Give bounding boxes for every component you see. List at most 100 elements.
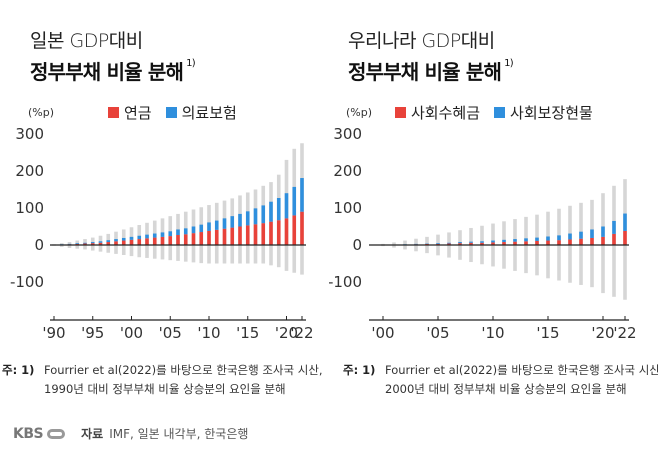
footnote-marker: 1): [504, 58, 513, 69]
footnote-line2: 2000년 대비 정부부채 비율 상승분의 요인을 분해: [385, 382, 627, 396]
footnote-marker: 1): [186, 58, 195, 69]
bar-series2: [269, 201, 273, 222]
bar-series1: [269, 221, 273, 245]
bar-series1: [568, 239, 572, 245]
bar-series2: [176, 229, 180, 236]
kbs-logo-icon: [47, 428, 66, 439]
bar-series1: [261, 223, 266, 245]
bar-series1: [469, 242, 473, 245]
bar-series2: [145, 234, 149, 239]
bar-series2: [152, 233, 157, 238]
x-tick-label: '05: [426, 324, 449, 342]
bar-series1: [590, 237, 594, 245]
legend-label: 연금: [124, 104, 152, 122]
bar-series2: [191, 226, 196, 234]
bar-series1: [98, 242, 103, 245]
footnote: 주: 1) Fourrier et al(2022)를 바탕으로 한국은행 조사국…: [343, 361, 658, 399]
y-tick-label: -100: [329, 273, 362, 291]
chart-title-line2: 정부부채 비율 분해 1): [348, 56, 514, 85]
legend-item-health: 의료보험: [165, 102, 237, 123]
bar-series1: [238, 226, 242, 245]
bar-series2: [90, 242, 95, 244]
bar-series1: [145, 238, 149, 245]
bar-series2: [129, 236, 134, 240]
bar-series1: [300, 211, 304, 245]
x-tick-label: '15: [236, 324, 259, 342]
japan-bar-chart: 300 200 100 0 -100 '90 '95 '00 '05 '10 '15 '20'22: [10, 125, 314, 342]
footer: KBS 자료 IMF, 일본 내각부, 한국은행: [13, 425, 248, 442]
bar-series2: [222, 218, 227, 229]
legend-swatch-blue: [494, 107, 506, 118]
bar-series2: [98, 241, 103, 243]
bar-series2: [276, 198, 281, 221]
footnote-label: 주: 1): [343, 363, 376, 377]
bar-series2: [300, 178, 304, 212]
legend-item-pension: 연금: [108, 102, 152, 123]
x-tick-label: '10: [481, 324, 504, 342]
legend-swatch-blue: [165, 107, 177, 118]
bar-series1: [284, 218, 289, 245]
bar-series2: [292, 186, 297, 216]
x-tick-label: '10: [197, 324, 220, 342]
y-tick-label: 100: [333, 199, 362, 217]
y-axis-unit: (%p): [28, 106, 55, 119]
footnote-line1: Fourrier et al(2022)를 바탕으로 한국은행 조사국 시산,: [44, 363, 323, 377]
bar-series2: [121, 237, 126, 241]
bar-series2: [199, 224, 204, 233]
bar-series1: [121, 240, 126, 245]
bar-series2: [502, 239, 506, 243]
bar-series1: [160, 236, 165, 245]
logo-text: KBS: [13, 425, 44, 442]
legend-item-in-kind: 사회보장현물: [494, 102, 593, 123]
chart-title-text: 정부부채 비율 분해: [30, 60, 184, 84]
bar-series2: [579, 231, 583, 239]
bar-series2: [168, 231, 173, 237]
bar-series2: [106, 240, 111, 243]
bar-series2: [469, 241, 473, 243]
bar-series2: [458, 242, 462, 244]
chart-title-line2: 정부부채 비율 분해 1): [30, 56, 196, 85]
x-tick-label: '95: [81, 324, 104, 342]
y-tick-label: 100: [15, 199, 44, 217]
chart-title-text: 정부부채 비율 분해: [348, 60, 502, 84]
bar-series2: [245, 211, 250, 226]
bar-series1: [129, 239, 134, 245]
legend-swatch-red: [395, 107, 406, 118]
bar-series2: [590, 229, 594, 238]
chart-title-line1: 우리나라 GDP대비: [348, 30, 495, 52]
x-tick-label: '22: [290, 324, 313, 342]
x-tick-label: '20: [591, 324, 614, 342]
bar-series2: [623, 213, 627, 231]
bar-series1: [579, 238, 583, 245]
y-tick-label: 0: [34, 236, 44, 254]
bar-series1: [152, 237, 157, 245]
bar-series1: [253, 224, 258, 245]
bar-series2: [253, 208, 258, 225]
legend-item-social-benefits: 사회수혜금: [395, 102, 480, 123]
x-tick-label: '15: [536, 324, 559, 342]
bar-series1: [168, 236, 173, 245]
legend-swatch-red: [108, 107, 119, 118]
bar-series1: [480, 242, 484, 245]
footnote-line2: 1990년 대비 정부부채 비율 상승분의 요인을 분해: [44, 382, 286, 396]
legend: 연금 의료보험: [108, 102, 251, 123]
bar-series1: [114, 241, 118, 245]
source-text: IMF, 일본 내각부, 한국은행: [109, 427, 249, 441]
bar-series2: [230, 216, 235, 228]
x-tick-label: '90: [42, 324, 65, 342]
bar-series2: [447, 242, 451, 244]
bar-series1: [191, 233, 196, 245]
y-tick-label: 0: [352, 236, 362, 254]
bar-series2: [183, 228, 188, 235]
bar-series1: [83, 243, 87, 245]
legend: 사회수혜금 사회보장현물: [395, 102, 607, 123]
bar-series2: [524, 238, 528, 242]
bar-series2: [137, 235, 142, 240]
y-tick-label: 300: [15, 125, 44, 143]
legend-label: 사회보장현물: [510, 104, 593, 122]
bar-series1: [292, 215, 297, 245]
bar-series2: [83, 242, 87, 244]
bar-series1: [491, 242, 495, 245]
y-tick-label: -100: [10, 273, 44, 291]
bar-series1: [513, 241, 517, 245]
